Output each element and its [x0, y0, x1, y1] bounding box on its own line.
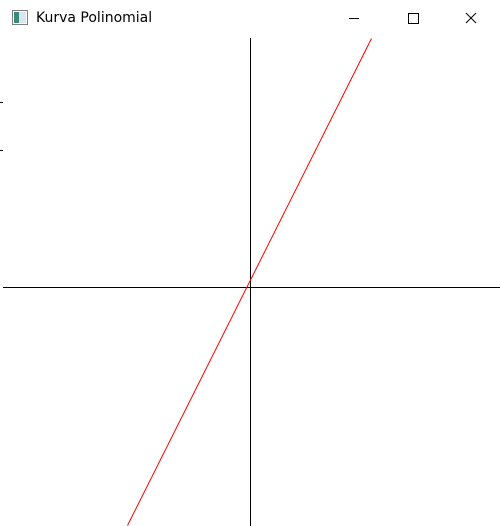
- close-icon: [465, 12, 477, 24]
- maximize-button[interactable]: [390, 0, 436, 36]
- window-title: Kurva Polinomial: [36, 10, 153, 26]
- chart-canvas: [3, 38, 500, 526]
- curve-series-0: [127, 38, 372, 526]
- app-icon: [12, 10, 28, 26]
- close-button[interactable]: [448, 0, 494, 36]
- edge-tick: [0, 150, 3, 151]
- minimize-button[interactable]: [331, 0, 377, 36]
- maximize-icon: [408, 13, 419, 24]
- edge-tick: [0, 102, 3, 103]
- title-bar[interactable]: Kurva Polinomial: [0, 0, 500, 36]
- plot-area: [0, 36, 500, 526]
- minimize-icon: [349, 18, 359, 19]
